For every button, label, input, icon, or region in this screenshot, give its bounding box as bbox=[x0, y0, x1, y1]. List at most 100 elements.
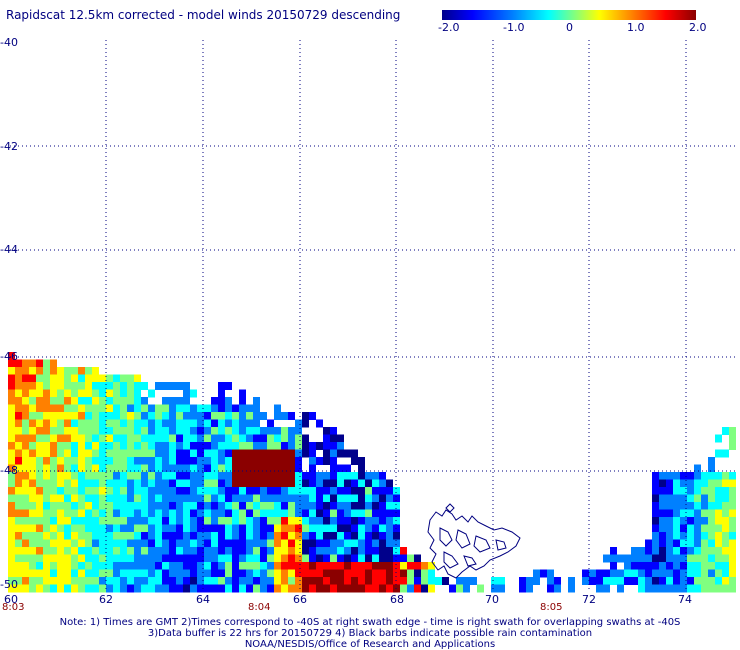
wind-cell bbox=[519, 584, 526, 593]
wind-cell bbox=[197, 562, 204, 570]
wind-cell bbox=[36, 367, 43, 375]
wind-cell bbox=[8, 442, 15, 450]
wind-cell bbox=[274, 494, 281, 503]
wind-cell bbox=[260, 539, 267, 548]
wind-cell bbox=[36, 509, 43, 518]
wind-cell bbox=[715, 479, 722, 488]
wind-cell bbox=[316, 554, 323, 563]
wind-cell bbox=[722, 562, 729, 570]
wind-cell bbox=[127, 547, 134, 555]
wind-cell bbox=[141, 577, 148, 585]
wind-cell bbox=[365, 479, 372, 488]
wind-cell bbox=[176, 397, 183, 405]
wind-cell bbox=[190, 472, 197, 480]
wind-cell bbox=[71, 427, 78, 435]
wind-cell bbox=[134, 419, 141, 428]
wind-cell bbox=[29, 524, 36, 533]
wind-cell bbox=[638, 577, 645, 585]
wind-cell bbox=[302, 584, 309, 593]
wind-cell bbox=[8, 464, 15, 473]
wind-cell bbox=[351, 487, 358, 495]
wind-cell bbox=[302, 419, 309, 428]
wind-cell bbox=[379, 509, 386, 518]
wind-cell bbox=[309, 517, 316, 525]
wind-cell bbox=[337, 502, 344, 510]
wind-cell bbox=[379, 524, 386, 533]
wind-cell bbox=[211, 584, 218, 593]
wind-cell bbox=[274, 442, 281, 450]
wind-cell bbox=[92, 464, 99, 473]
wind-cell bbox=[127, 419, 134, 428]
wind-cell bbox=[141, 502, 148, 510]
wind-cell bbox=[666, 524, 673, 533]
wind-cell bbox=[85, 434, 92, 443]
wind-cell bbox=[358, 554, 365, 563]
wind-cell bbox=[715, 509, 722, 518]
wind-cell bbox=[232, 479, 239, 488]
wind-cell bbox=[400, 584, 407, 593]
wind-cell bbox=[232, 577, 239, 585]
wind-cell bbox=[22, 554, 29, 563]
wind-cell bbox=[15, 449, 22, 458]
wind-cell bbox=[78, 584, 85, 593]
wind-cell bbox=[631, 547, 638, 555]
wind-cell bbox=[183, 509, 190, 518]
wind-cell bbox=[148, 584, 155, 593]
wind-cell bbox=[309, 502, 316, 510]
wind-cell bbox=[253, 532, 260, 540]
wind-cell bbox=[64, 569, 71, 578]
wind-cell bbox=[281, 584, 288, 593]
wind-cell bbox=[162, 547, 169, 555]
wind-cell bbox=[344, 532, 351, 540]
wind-cell bbox=[330, 524, 337, 533]
wind-cell bbox=[337, 494, 344, 503]
wind-cell bbox=[253, 479, 260, 488]
wind-cell bbox=[92, 487, 99, 495]
wind-cell bbox=[239, 464, 246, 473]
wind-cell bbox=[358, 457, 365, 465]
wind-cell bbox=[99, 577, 106, 585]
wind-cell bbox=[225, 472, 232, 480]
wind-cell bbox=[22, 457, 29, 465]
wind-cell bbox=[176, 434, 183, 443]
wind-cell bbox=[113, 517, 120, 525]
wind-cell bbox=[652, 577, 659, 585]
wind-cell bbox=[715, 472, 722, 480]
wind-cell bbox=[15, 359, 22, 368]
wind-cell bbox=[701, 487, 708, 495]
wind-cell bbox=[57, 434, 64, 443]
wind-cell bbox=[148, 412, 155, 420]
wind-cell bbox=[106, 472, 113, 480]
wind-cell bbox=[204, 434, 211, 443]
wind-cell bbox=[652, 584, 659, 593]
wind-cell bbox=[134, 457, 141, 465]
wind-cell bbox=[64, 382, 71, 390]
wind-cell bbox=[134, 389, 141, 398]
wind-cell bbox=[162, 472, 169, 480]
wind-cell bbox=[22, 494, 29, 503]
wind-cell bbox=[183, 479, 190, 488]
wind-cell bbox=[183, 562, 190, 570]
wind-cell bbox=[127, 494, 134, 503]
wind-cell bbox=[64, 464, 71, 473]
wind-cell bbox=[78, 412, 85, 420]
wind-cell bbox=[694, 494, 701, 503]
wind-cell bbox=[337, 517, 344, 525]
wind-cell bbox=[414, 554, 421, 563]
wind-cell bbox=[141, 532, 148, 540]
wind-cell bbox=[288, 577, 295, 585]
wind-cell bbox=[169, 472, 176, 480]
wind-cell bbox=[162, 404, 169, 413]
wind-cell bbox=[211, 562, 218, 570]
wind-cell bbox=[260, 457, 267, 465]
wind-cell bbox=[176, 517, 183, 525]
wind-cell bbox=[71, 569, 78, 578]
wind-cell bbox=[274, 569, 281, 578]
wind-cell bbox=[337, 539, 344, 548]
wind-cell bbox=[386, 524, 393, 533]
wind-cell bbox=[295, 472, 302, 480]
wind-cell bbox=[722, 539, 729, 548]
wind-cell bbox=[141, 404, 148, 413]
wind-cell bbox=[8, 517, 15, 525]
wind-cell bbox=[694, 554, 701, 563]
